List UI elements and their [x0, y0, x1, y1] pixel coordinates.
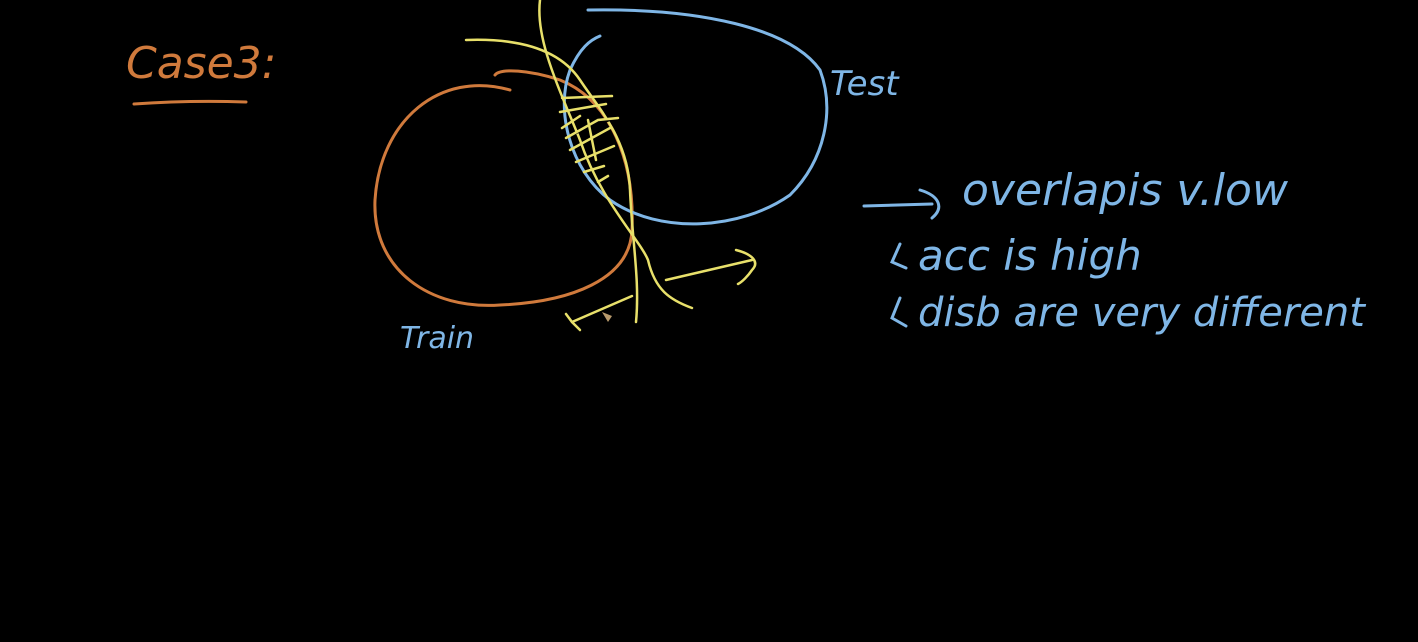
train-label: Train: [400, 321, 474, 356]
right-arrow-line: [664, 258, 754, 282]
left-arrow-head: [564, 312, 582, 332]
overlap-hatching: [558, 94, 620, 184]
heading-underline: [132, 99, 248, 106]
decision-boundary-curve: [538, 0, 694, 310]
left-arrow-line: [570, 294, 634, 324]
test-label: Test: [830, 64, 900, 104]
test-distribution-shape: [562, 8, 829, 226]
pen-cursor-icon: [602, 312, 612, 322]
right-arrow-head: [734, 248, 757, 286]
case-heading: Case3:: [126, 38, 277, 89]
sub-arrow-icon-1: [890, 242, 908, 270]
sub-arrow-icon-2: [890, 296, 908, 328]
note-distribution: disb are very different: [918, 290, 1366, 336]
decision-boundary-curve-2: [464, 38, 639, 324]
note-overlap: overlapis v.low: [962, 165, 1289, 216]
note-arrow-head: [918, 188, 941, 220]
note-arrow-line: [862, 202, 934, 208]
note-accuracy: acc is high: [918, 231, 1142, 280]
train-distribution-shape: [373, 69, 634, 307]
